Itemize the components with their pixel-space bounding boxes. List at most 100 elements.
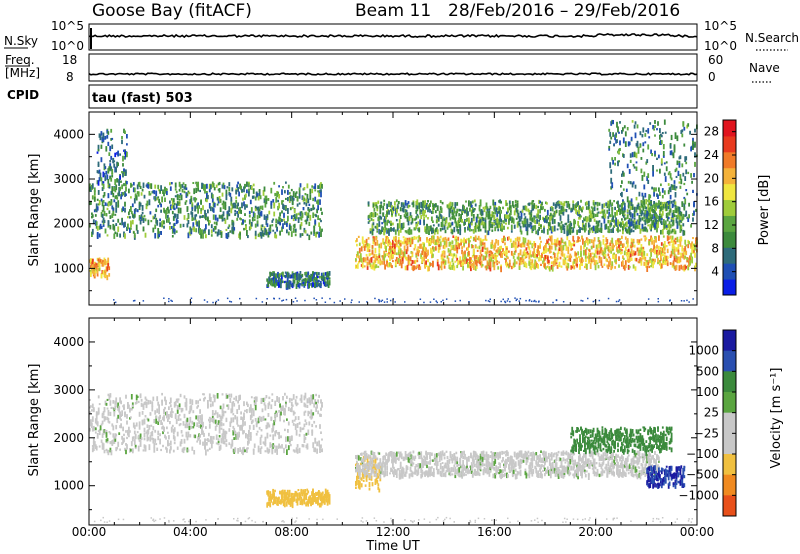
echo-cell	[304, 283, 307, 286]
echo-cell	[112, 406, 115, 410]
echo-cell	[120, 195, 122, 200]
echo-cell	[549, 206, 552, 212]
echo-cell	[328, 277, 331, 280]
echo-cell	[507, 256, 509, 260]
echo-cell	[651, 258, 653, 262]
echo-cell	[685, 161, 688, 165]
echo-cell	[90, 186, 92, 192]
echo-cell	[598, 255, 601, 261]
echo-cell	[142, 182, 145, 188]
echo-cell	[292, 273, 295, 279]
echo-cell	[619, 140, 621, 146]
echo-cell	[651, 237, 653, 243]
echo-cell	[623, 202, 626, 207]
echo-cell	[356, 243, 358, 247]
echo-cell	[491, 211, 494, 217]
echo-cell	[453, 253, 456, 257]
echo-cell	[374, 257, 377, 263]
echo-cell	[654, 248, 656, 255]
echo-cell	[626, 241, 629, 248]
echo-cell	[510, 224, 513, 230]
echo-cell	[191, 420, 194, 425]
echo-cell	[522, 258, 525, 265]
echo-cell	[521, 254, 524, 258]
echo-cell	[416, 199, 419, 206]
echo-cell	[566, 255, 569, 259]
echo-cell	[660, 206, 662, 212]
echo-cell	[555, 202, 558, 208]
echo-cell	[200, 424, 202, 429]
echo-cell	[248, 226, 251, 231]
echo-cell	[559, 215, 562, 221]
echo-cell	[205, 184, 207, 189]
echo-cell	[475, 262, 478, 267]
echo-cell	[516, 202, 519, 208]
echo-cell	[91, 183, 94, 189]
echo-cell	[154, 213, 157, 218]
echo-cell	[210, 192, 213, 199]
echo-cell	[392, 245, 394, 249]
echo-cell	[104, 416, 107, 421]
echo-cell	[611, 218, 614, 222]
echo-cell	[556, 264, 559, 269]
echo-cell	[626, 249, 629, 255]
echo-cell	[222, 200, 225, 205]
echo-cell	[558, 223, 561, 227]
echo-cell	[287, 184, 290, 189]
echo-cell	[94, 269, 97, 274]
ground-scatter-cell	[419, 298, 422, 300]
echo-cell	[634, 222, 637, 228]
echo-cell	[584, 259, 587, 263]
echo-cell	[476, 246, 479, 249]
echo-cell	[652, 208, 654, 214]
echo-cell	[415, 254, 418, 258]
ground-scatter-cell	[292, 301, 295, 303]
echo-cell	[643, 251, 646, 257]
echo-cell	[530, 261, 533, 266]
ground-scatter-cell	[504, 300, 506, 303]
echo-cell	[456, 208, 459, 214]
echo-cell	[578, 205, 580, 210]
echo-cell	[141, 420, 144, 425]
echo-cell	[667, 216, 670, 220]
echo-cell	[276, 226, 278, 231]
echo-cell	[536, 263, 538, 268]
echo-cell	[503, 220, 505, 224]
echo-cell	[139, 439, 142, 445]
echo-cell	[681, 248, 684, 252]
echo-cell	[234, 212, 237, 216]
echo-cell	[415, 216, 418, 220]
echo-cell	[571, 243, 574, 247]
echo-cell	[434, 228, 437, 233]
echo-cell	[134, 402, 137, 405]
echo-cell	[631, 182, 634, 188]
echo-cell	[104, 166, 107, 170]
echo-cell	[638, 224, 641, 229]
echo-cell	[107, 259, 110, 265]
echo-cell	[508, 203, 511, 210]
echo-cell	[622, 226, 624, 231]
echo-cell	[269, 271, 272, 278]
echo-cell	[464, 219, 466, 224]
echo-cell	[518, 222, 521, 227]
echo-cell	[373, 259, 376, 266]
echo-cell	[218, 181, 221, 185]
echo-cell	[159, 218, 161, 222]
echo-cell	[617, 203, 619, 208]
echo-cell	[644, 205, 647, 210]
echo-cell	[480, 239, 483, 242]
echo-cell	[172, 228, 175, 233]
echo-cell	[318, 276, 321, 279]
echo-cell	[402, 222, 405, 227]
echo-cell	[197, 208, 199, 214]
echo-cell	[382, 227, 385, 231]
echo-cell	[107, 201, 110, 207]
echo-cell	[393, 247, 395, 252]
echo-cell	[113, 186, 116, 191]
echo-cell	[672, 241, 675, 247]
echo-cell	[522, 205, 525, 210]
echo-cell	[685, 250, 688, 256]
echo-cell	[609, 162, 612, 169]
echo-cell	[98, 200, 101, 205]
